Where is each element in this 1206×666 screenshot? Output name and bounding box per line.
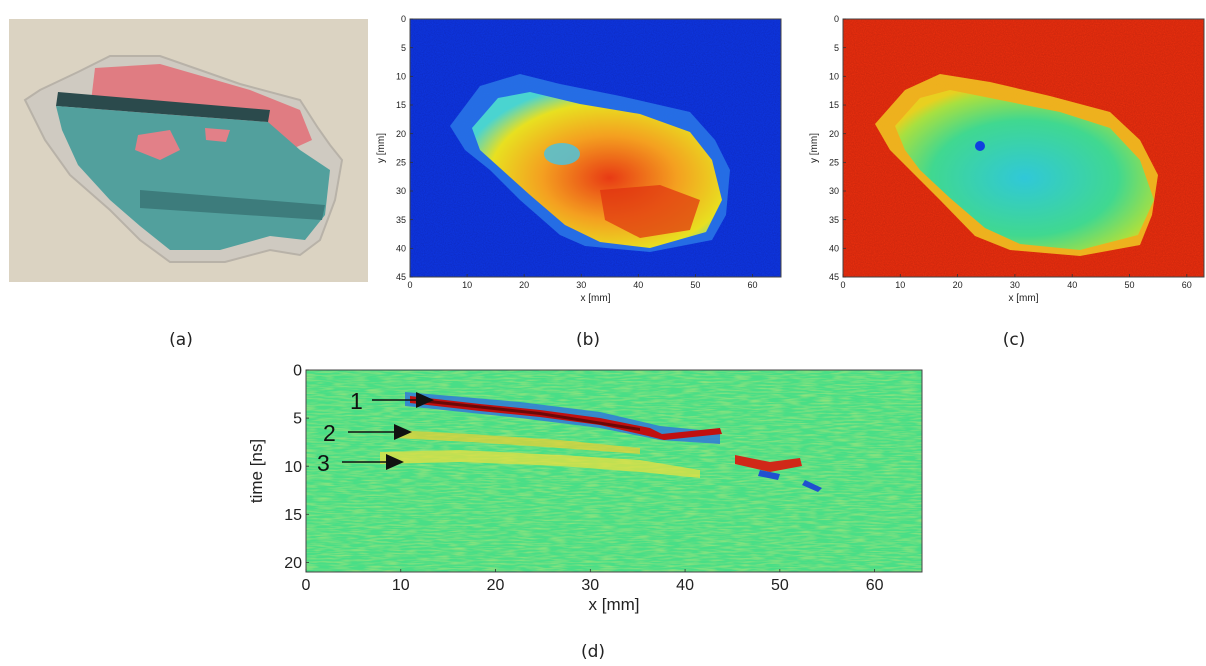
- b-ytick-label: 5: [401, 43, 406, 53]
- c-ytick-label: 25: [829, 157, 839, 167]
- panel-c-axes: 0 10 20 30 40 50 60 0 5 10 15 20 25 30 35 40 45 x [mm] y […: [809, 14, 1192, 304]
- c-ytick-label: 20: [829, 129, 839, 139]
- colormap-panel-c: 0 10 20 30 40 50 60 0 5 10 15 20 25 30 35 40 45 x [mm] y […: [809, 14, 1205, 304]
- b-xtick-label: 40: [633, 280, 643, 290]
- fragment-pink-spots: [135, 128, 230, 160]
- d-xlabel: x [mm]: [589, 595, 640, 614]
- d-xtick-label: 10: [392, 577, 410, 594]
- d-xtick-label: 40: [676, 577, 694, 594]
- d-xtick-label: 50: [771, 577, 789, 594]
- d-ytick-label: 10: [284, 459, 302, 476]
- d-xtick-label: 60: [866, 577, 884, 594]
- panel-d-fragment-echo: [735, 455, 802, 472]
- panel-c-frame: [842, 18, 1205, 278]
- colormap-panel-b: 0 10 20 30 40 50 60 0 5 10 15 20 25 30 35 40 45 x [mm] y […: [376, 14, 782, 304]
- c-ytick-label: 10: [829, 71, 839, 81]
- b-ytick-label: 30: [396, 186, 406, 196]
- b-ytick-label: 35: [396, 215, 406, 225]
- c-xtick-label: 0: [840, 280, 845, 290]
- d-xtick-label: 0: [302, 577, 311, 594]
- b-ytick-label: 15: [396, 100, 406, 110]
- arrow-1-label: 1: [350, 388, 363, 414]
- b-xtick-label: 30: [576, 280, 586, 290]
- d-xtick-label: 30: [581, 577, 599, 594]
- c-xlabel: x [mm]: [1009, 293, 1039, 304]
- b-xtick-label: 20: [519, 280, 529, 290]
- d-ytick-label: 5: [293, 411, 302, 428]
- b-xtick-label: 60: [747, 280, 757, 290]
- d-ytick-label: 15: [284, 507, 302, 524]
- c-xtick-label: 30: [1010, 280, 1020, 290]
- panel-b-axes: 0 10 20 30 40 50 60 0 5 10 15 20 25 30 35 40 45 x [mm] y […: [376, 14, 757, 304]
- c-ytick-label: 15: [829, 100, 839, 110]
- b-ytick-label: 10: [396, 71, 406, 81]
- b-ylabel: y [mm]: [376, 133, 387, 163]
- b-xtick-label: 0: [407, 280, 412, 290]
- c-ylabel: y [mm]: [809, 133, 820, 163]
- d-xtick-label: 20: [487, 577, 505, 594]
- d-ylabel: time [ns]: [247, 439, 266, 503]
- panel-d-lower-band: [380, 450, 700, 478]
- panel-d-second-layer: [395, 430, 640, 454]
- b-ytick-label: 20: [396, 129, 406, 139]
- c-xtick-label: 20: [953, 280, 963, 290]
- c-ytick-label: 40: [829, 243, 839, 253]
- c-ytick-label: 35: [829, 215, 839, 225]
- panel-d-axes: 0 10 20 30 40 50 60 0 5 10 15 20 x [mm] time [ns]: [247, 363, 884, 614]
- panel-b-cavity: [544, 143, 580, 165]
- b-xtick-label: 50: [690, 280, 700, 290]
- panel-d-frame: [305, 369, 923, 573]
- c-xtick-label: 60: [1182, 280, 1192, 290]
- panel-c-dark-spot: [975, 141, 985, 151]
- panel-d-dark-core: [420, 399, 640, 431]
- c-ytick-label: 30: [829, 186, 839, 196]
- c-xtick-label: 40: [1067, 280, 1077, 290]
- d-ytick-label: 0: [293, 363, 302, 380]
- panel-label-b: (b): [575, 330, 601, 350]
- b-ytick-label: 45: [396, 272, 406, 282]
- panel-c-object: [895, 90, 1154, 250]
- annotation-arrow-2: 2: [323, 420, 412, 446]
- c-ytick-label: 45: [829, 272, 839, 282]
- d-ytick-label: 20: [284, 555, 302, 572]
- c-ytick-label: 0: [834, 14, 839, 24]
- panel-b-hotspot: [600, 185, 700, 238]
- b-xlabel: x [mm]: [581, 293, 611, 304]
- annotation-arrow-1: 1: [350, 388, 434, 414]
- c-ytick-label: 5: [834, 43, 839, 53]
- panel-d-blue-spots: [758, 470, 822, 492]
- panel-b-frame: [409, 18, 782, 278]
- fragment-dark-stripe: [56, 92, 270, 122]
- annotation-arrow-3: 3: [317, 450, 404, 476]
- c-xtick-label: 50: [1125, 280, 1135, 290]
- b-xtick-label: 10: [462, 280, 472, 290]
- photo-panel-a: [9, 19, 368, 282]
- arrow-3-head: [386, 454, 404, 470]
- fragment-dark-band: [140, 190, 325, 220]
- panel-label-c: (c): [1002, 330, 1026, 350]
- panel-label-d: (d): [580, 642, 606, 662]
- arrow-1-head: [416, 392, 434, 408]
- c-xtick-label: 10: [895, 280, 905, 290]
- b-ytick-label: 0: [401, 14, 406, 24]
- panel-label-a: (a): [169, 330, 193, 350]
- arrow-2-label: 2: [323, 420, 336, 446]
- b-ytick-label: 40: [396, 243, 406, 253]
- b-ytick-label: 25: [396, 157, 406, 167]
- arrow-2-head: [394, 424, 412, 440]
- arrow-3-label: 3: [317, 450, 330, 476]
- radargram-panel-d: 0 10 20 30 40 50 60 0 5 10 15 20 x [mm] time [ns] 1 2…: [247, 363, 923, 614]
